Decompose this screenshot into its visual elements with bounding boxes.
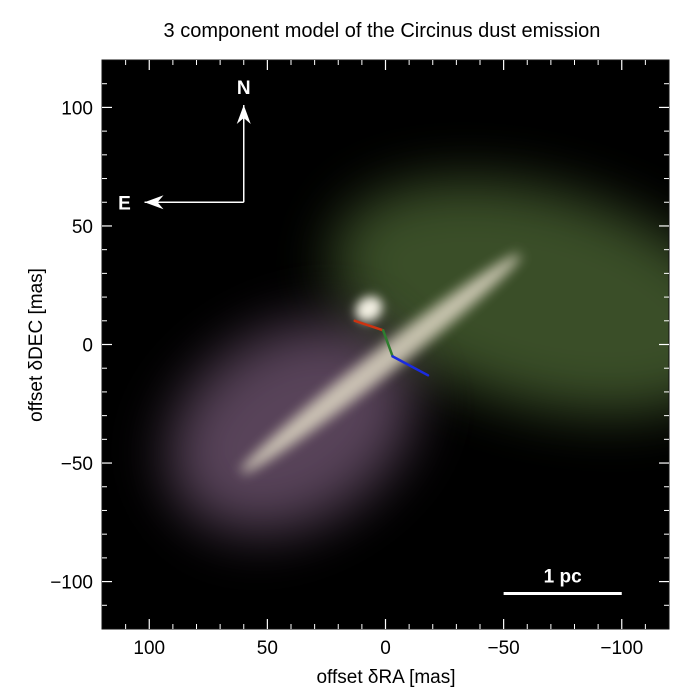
compass-north-label: N [237,78,251,99]
x-tick-label: 0 [380,638,391,659]
x-axis-label: offset δRA [mas] [316,667,455,688]
north-arrow-icon [236,105,251,125]
emission-components [168,180,669,533]
y-tick-label: 100 [61,98,93,119]
y-tick-label: 50 [72,217,93,238]
orientation-lines [353,319,430,377]
orientation-segment-3 [391,355,430,377]
y-axis-label: offset δDEC [mas] [26,268,47,422]
green-cone-component [331,180,669,414]
chart-title: 3 component model of the Circinus dust e… [164,20,601,42]
axis-ticks: 100 50 0 −50 −100 100 50 0 −50 −100 [50,60,669,659]
core-component [355,296,383,322]
x-tick-label: −50 [488,638,520,659]
y-tick-label: −50 [61,454,93,475]
x-tick-label: 50 [257,638,278,659]
y-tick-label: −100 [50,573,93,594]
y-tick-label: 0 [82,336,93,357]
scale-bar-label: 1 pc [544,566,582,587]
orientation-segment-1 [353,319,385,332]
orientation-segment-2 [381,329,394,358]
overlay: N E 1 pc [118,78,622,595]
x-tick-label: 100 [133,638,165,659]
compass-east-label: E [118,193,131,214]
disk-component [240,253,521,474]
x-tick-label: −100 [600,638,643,659]
east-arrow-icon [144,195,164,210]
